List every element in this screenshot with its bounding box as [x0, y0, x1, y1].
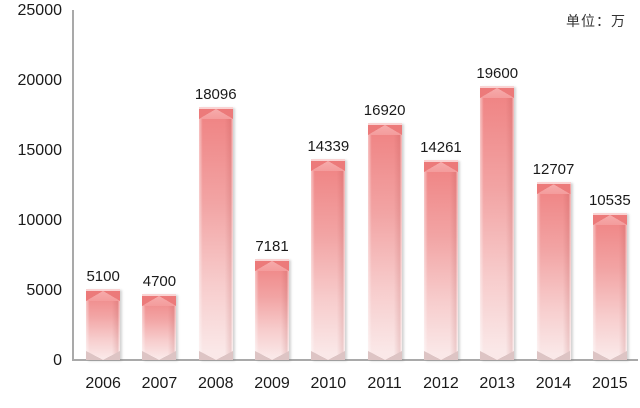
bar-value-label: 12707: [532, 161, 575, 178]
bar-slot: 19600: [469, 11, 525, 360]
bar-slot: 7181: [244, 11, 300, 360]
bar-bottom-bevel: [536, 351, 571, 360]
y-tick-label: 0: [53, 352, 62, 369]
x-axis-label: 2010: [310, 375, 347, 392]
bar: 5100: [86, 268, 121, 360]
bar-slot: 14339: [300, 11, 356, 360]
bar-bottom-bevel: [480, 351, 515, 360]
bar: 14339: [307, 138, 349, 360]
x-axis-label: 2015: [592, 375, 628, 392]
bar-top-bevel: [255, 259, 290, 271]
x-axis-label: 2008: [197, 375, 234, 392]
bar-bottom-bevel: [423, 351, 458, 360]
bar-value-label: 4700: [142, 273, 177, 290]
x-axis-label: 2009: [254, 375, 290, 392]
y-tick-label: 15000: [17, 142, 63, 159]
x-axis-line: [72, 359, 638, 361]
bar-top-bevel: [536, 182, 571, 194]
x-axis-label: 2012: [423, 375, 459, 392]
y-tick-label: 10000: [17, 212, 63, 229]
bar-top-bevel: [311, 159, 346, 171]
bar-slot: 12707: [525, 11, 581, 360]
bar: 19600: [476, 65, 518, 360]
y-tick-label: 20000: [17, 72, 63, 89]
bar: 10535: [589, 192, 631, 360]
bar-slot: 10535: [582, 11, 638, 360]
bar: 12707: [533, 161, 574, 360]
y-tick-label: 25000: [17, 2, 63, 19]
bar-top-bevel: [367, 123, 402, 135]
bar-slot: 14261: [413, 11, 469, 360]
x-axis-label: 2006: [85, 375, 121, 392]
x-axis-label: 2011: [367, 375, 402, 392]
bar-bottom-bevel: [198, 351, 233, 360]
bar-top-bevel: [142, 294, 177, 306]
x-axis-label: 2013: [479, 375, 516, 392]
bar-value-label: 14261: [420, 139, 462, 156]
bar-bottom-bevel: [367, 351, 402, 360]
bar-top-bevel: [86, 289, 121, 301]
bar-slot: 5100: [75, 11, 131, 360]
bar-value-label: 19600: [476, 65, 519, 82]
bar-top-bevel: [592, 213, 627, 225]
bar-value-label: 18096: [194, 86, 237, 103]
bar-value-label: 16920: [363, 102, 406, 119]
bar-bottom-bevel: [142, 351, 177, 360]
bar-bottom-bevel: [255, 351, 290, 360]
bar: 7181: [255, 238, 290, 360]
y-axis-line: [72, 10, 74, 361]
bar-slot: 4700: [131, 11, 187, 360]
bar-top-bevel: [480, 86, 515, 98]
bar-bottom-bevel: [311, 351, 346, 360]
x-axis-label: 2007: [141, 375, 178, 392]
bar: 14261: [420, 139, 462, 360]
x-axis-labels: 2006 2007 2008 2009 2010 2011 2012 2013 2014 2015: [75, 375, 638, 393]
bar: 18096: [195, 86, 237, 360]
bars-area: 5100 4700 18096 7181 14339 16920 14261 19600 127…: [75, 11, 638, 360]
bar-value-label: 5100: [86, 268, 120, 285]
bar-value-label: 14339: [307, 138, 350, 155]
bar-bottom-bevel: [592, 351, 627, 360]
bar-slot: 16920: [356, 11, 412, 360]
unit-label: 单位：万: [566, 13, 626, 29]
bar: 16920: [364, 102, 405, 360]
bar-top-bevel: [423, 160, 458, 172]
bar-top-bevel: [198, 107, 233, 119]
bar: 4700: [142, 273, 177, 360]
bar-bottom-bevel: [86, 351, 121, 360]
y-tick-label: 5000: [26, 282, 62, 299]
bar-value-label: 7181: [255, 238, 289, 255]
bar-value-label: 10535: [588, 192, 631, 209]
x-axis-label: 2014: [535, 375, 572, 392]
bar-slot: 18096: [188, 11, 244, 360]
